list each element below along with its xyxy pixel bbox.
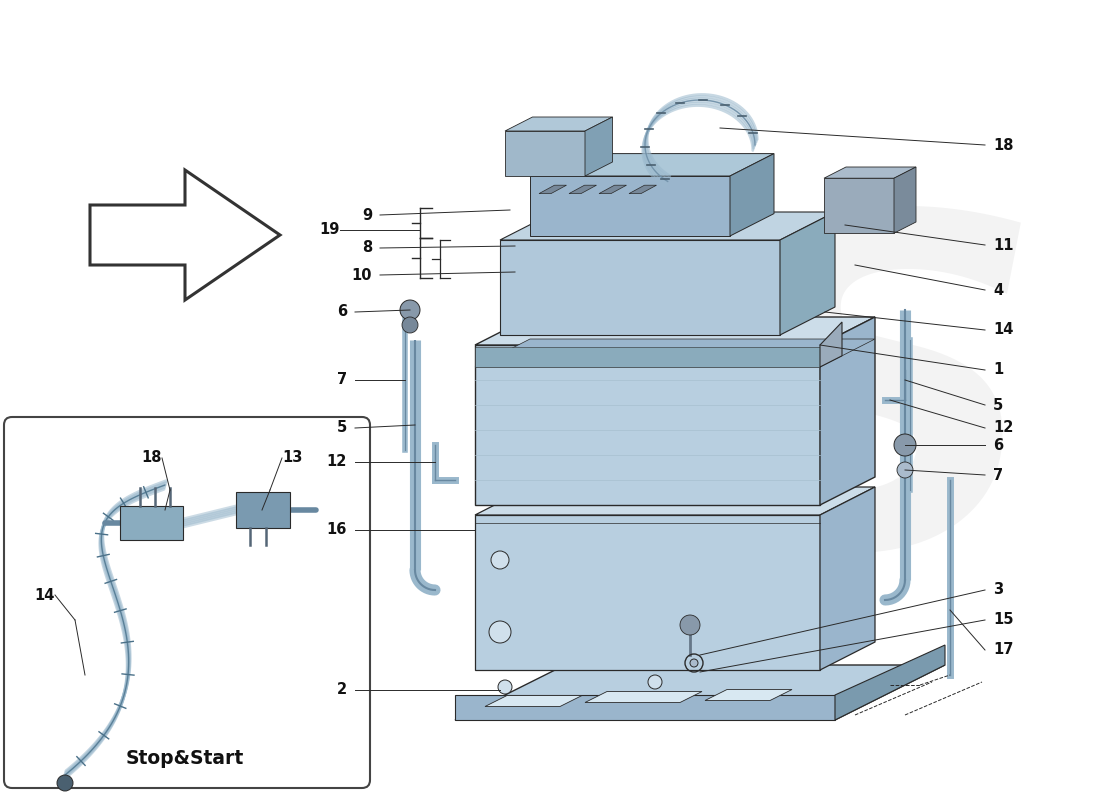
Polygon shape bbox=[585, 117, 613, 176]
Text: 8: 8 bbox=[362, 241, 372, 255]
Text: 7: 7 bbox=[993, 467, 1003, 482]
Circle shape bbox=[894, 434, 916, 456]
Circle shape bbox=[498, 680, 512, 694]
Text: 9: 9 bbox=[362, 207, 372, 222]
Polygon shape bbox=[515, 266, 556, 278]
Polygon shape bbox=[705, 690, 792, 701]
Text: 18: 18 bbox=[142, 450, 162, 466]
Text: S: S bbox=[715, 198, 1045, 642]
Polygon shape bbox=[573, 306, 600, 322]
Circle shape bbox=[402, 317, 418, 333]
Polygon shape bbox=[522, 314, 549, 331]
Text: 18: 18 bbox=[993, 138, 1013, 153]
Text: 16: 16 bbox=[327, 522, 346, 538]
Polygon shape bbox=[539, 186, 566, 194]
Circle shape bbox=[648, 675, 662, 689]
Polygon shape bbox=[835, 645, 945, 720]
Circle shape bbox=[690, 659, 698, 667]
Circle shape bbox=[490, 621, 512, 643]
Polygon shape bbox=[515, 240, 556, 252]
Text: 12: 12 bbox=[993, 421, 1013, 435]
Polygon shape bbox=[505, 131, 585, 176]
Polygon shape bbox=[120, 506, 183, 540]
Polygon shape bbox=[475, 347, 820, 367]
Text: 3: 3 bbox=[993, 582, 1003, 598]
Text: 14: 14 bbox=[34, 587, 55, 602]
Circle shape bbox=[57, 775, 73, 791]
Polygon shape bbox=[824, 167, 916, 178]
Text: 15: 15 bbox=[993, 613, 1013, 627]
Text: 6: 6 bbox=[337, 305, 346, 319]
Text: 1: 1 bbox=[993, 362, 1003, 378]
Polygon shape bbox=[500, 240, 780, 335]
Text: a passion for parts since 1985: a passion for parts since 1985 bbox=[604, 410, 877, 630]
FancyBboxPatch shape bbox=[4, 417, 370, 788]
Text: 14: 14 bbox=[993, 322, 1013, 338]
Polygon shape bbox=[475, 345, 820, 505]
Polygon shape bbox=[820, 322, 842, 367]
Text: 13: 13 bbox=[282, 450, 303, 466]
Polygon shape bbox=[780, 212, 835, 335]
Polygon shape bbox=[485, 695, 582, 706]
Text: 12: 12 bbox=[327, 454, 346, 470]
Polygon shape bbox=[585, 691, 702, 702]
Text: 5: 5 bbox=[993, 398, 1003, 413]
Text: 5: 5 bbox=[337, 421, 346, 435]
Polygon shape bbox=[530, 176, 730, 236]
Text: Stop&Start: Stop&Start bbox=[125, 749, 244, 767]
Text: 7: 7 bbox=[337, 373, 346, 387]
Polygon shape bbox=[505, 117, 613, 131]
Text: 17: 17 bbox=[993, 642, 1013, 658]
Polygon shape bbox=[569, 186, 596, 194]
Circle shape bbox=[491, 551, 509, 569]
Polygon shape bbox=[600, 186, 627, 194]
Polygon shape bbox=[820, 487, 874, 670]
Polygon shape bbox=[820, 317, 874, 505]
Polygon shape bbox=[475, 317, 874, 345]
Polygon shape bbox=[455, 665, 945, 720]
Text: 4: 4 bbox=[993, 282, 1003, 298]
Circle shape bbox=[896, 462, 913, 478]
Polygon shape bbox=[824, 178, 894, 233]
Text: 11: 11 bbox=[993, 238, 1013, 253]
Polygon shape bbox=[730, 154, 774, 236]
Polygon shape bbox=[475, 487, 874, 515]
Circle shape bbox=[400, 300, 420, 320]
Polygon shape bbox=[894, 167, 916, 233]
Polygon shape bbox=[475, 515, 820, 670]
Polygon shape bbox=[475, 339, 874, 367]
Circle shape bbox=[680, 615, 700, 635]
Text: 19: 19 bbox=[320, 222, 340, 238]
Text: 2: 2 bbox=[337, 682, 346, 698]
Polygon shape bbox=[629, 186, 657, 194]
Polygon shape bbox=[236, 492, 290, 528]
Polygon shape bbox=[455, 695, 835, 720]
Polygon shape bbox=[500, 212, 835, 240]
Text: 10: 10 bbox=[352, 267, 372, 282]
Polygon shape bbox=[530, 154, 774, 176]
Polygon shape bbox=[90, 170, 280, 300]
Text: 6: 6 bbox=[993, 438, 1003, 453]
